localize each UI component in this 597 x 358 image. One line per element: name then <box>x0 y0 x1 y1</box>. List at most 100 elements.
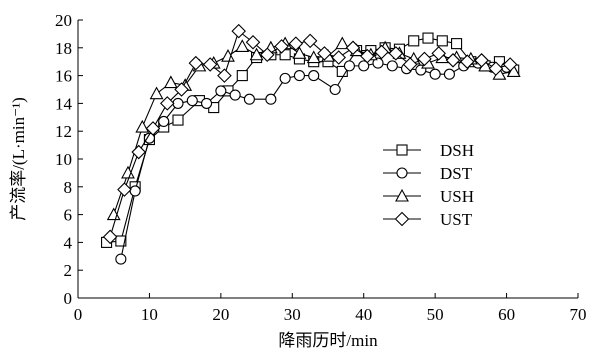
data-point-ust <box>417 51 432 67</box>
data-point-ust <box>345 40 361 56</box>
data-point-dst <box>308 70 320 82</box>
data-point-dst <box>293 70 305 82</box>
x-tick-label: 10 <box>141 305 158 324</box>
data-point-dst <box>158 115 170 128</box>
series-ust <box>102 23 518 245</box>
data-point-dst <box>243 93 255 105</box>
data-point-ush <box>306 50 321 64</box>
legend-label-ush: USH <box>440 187 474 206</box>
data-point-ust <box>245 34 261 50</box>
legend-entry-ush: USH <box>383 187 474 206</box>
y-tick-label: 12 <box>55 122 72 141</box>
data-point-ush <box>335 36 350 50</box>
x-tick-label: 70 <box>570 305 587 324</box>
y-tick-label: 0 <box>64 289 73 308</box>
legend-marker-dst <box>396 167 408 179</box>
y-tick-label: 10 <box>55 150 72 169</box>
data-point-dst <box>429 68 441 80</box>
x-tick-label: 0 <box>74 305 83 324</box>
legend-label-dst: DST <box>440 164 473 183</box>
x-tick-label: 50 <box>427 305 444 324</box>
data-point-ush <box>235 39 250 52</box>
data-point-ush <box>249 47 264 61</box>
x-tick-label: 30 <box>284 305 301 324</box>
y-tick-label: 16 <box>55 67 72 86</box>
legend-label-ust: UST <box>440 210 473 229</box>
data-point-ush <box>292 46 307 59</box>
data-point-ust <box>374 44 389 60</box>
data-point-ust <box>331 50 346 65</box>
data-point-ust <box>317 46 332 61</box>
x-axis-title: 降雨历时/min <box>278 331 378 350</box>
data-point-ust <box>102 229 118 245</box>
data-point-ust <box>131 144 146 160</box>
legend-entry-dst: DST <box>383 164 473 183</box>
data-point-dsh <box>115 235 127 247</box>
chart-series <box>101 23 521 265</box>
chart-legend: DSH DST USH UST <box>383 141 474 229</box>
legend-marker-ush <box>395 188 409 202</box>
data-point-dsh <box>408 35 420 47</box>
data-point-dst <box>143 132 155 144</box>
data-point-ush <box>149 86 164 100</box>
x-tick-label: 20 <box>212 305 229 324</box>
data-point-dst <box>229 89 241 101</box>
data-point-dst <box>186 95 198 107</box>
data-point-dst <box>201 97 213 109</box>
y-tick-label: 2 <box>64 261 73 280</box>
data-point-ust <box>460 54 475 69</box>
data-point-ust <box>260 47 275 63</box>
data-point-dst <box>129 185 141 197</box>
y-tick-label: 18 <box>55 39 72 58</box>
data-point-dsh <box>172 114 184 126</box>
y-axis-title: 产流率/(L·min⁻¹) <box>9 97 28 221</box>
data-point-ust <box>274 39 289 54</box>
data-point-dst <box>343 60 355 72</box>
data-point-ust <box>188 55 204 71</box>
data-point-dst <box>329 83 341 96</box>
data-point-ust <box>288 36 304 51</box>
data-point-ust <box>445 53 461 68</box>
data-point-ust <box>388 46 404 61</box>
data-point-dst <box>265 93 277 105</box>
data-point-ush <box>163 75 178 89</box>
legend-entry-dsh: DSH <box>383 141 474 160</box>
data-point-dst <box>386 60 398 72</box>
data-point-dst <box>215 85 227 97</box>
y-tick-label: 6 <box>64 206 73 225</box>
data-point-ust <box>488 61 504 76</box>
x-tick-label: 40 <box>355 305 372 324</box>
legend-entry-ust: UST <box>383 210 473 229</box>
data-point-dsh <box>422 32 434 44</box>
y-tick-label: 4 <box>64 233 73 252</box>
data-point-ust <box>202 57 218 72</box>
data-point-ust <box>160 96 175 111</box>
data-point-ust <box>117 182 132 197</box>
data-point-dst <box>115 253 127 265</box>
data-point-ust <box>502 57 518 72</box>
data-point-ust <box>474 53 489 68</box>
data-point-ust <box>402 57 418 72</box>
x-tick-label: 60 <box>498 305 515 324</box>
legend-label-dsh: DSH <box>440 141 474 160</box>
data-point-dst <box>279 72 291 84</box>
data-point-dsh <box>436 35 448 47</box>
legend-marker-dsh <box>396 144 408 156</box>
data-point-ust <box>431 46 446 61</box>
chart-axes: 0 2 4 6 8 10 12 14 16 18 20 0 10 20 30 40 50 60 70 <box>55 11 587 324</box>
data-point-ust <box>302 33 318 49</box>
data-point-dsh <box>451 38 463 50</box>
data-point-dst <box>358 60 370 72</box>
data-point-ush <box>135 119 150 133</box>
data-point-ust <box>217 68 232 83</box>
data-point-dsh <box>336 65 348 77</box>
data-point-ust <box>174 82 189 97</box>
y-tick-label: 14 <box>55 94 73 113</box>
data-point-dst <box>372 57 384 69</box>
data-point-dsh <box>236 70 248 82</box>
y-tick-label: 8 <box>64 178 73 197</box>
data-point-dst <box>443 68 455 80</box>
data-point-ust <box>145 121 161 136</box>
legend-marker-ust <box>394 211 410 227</box>
